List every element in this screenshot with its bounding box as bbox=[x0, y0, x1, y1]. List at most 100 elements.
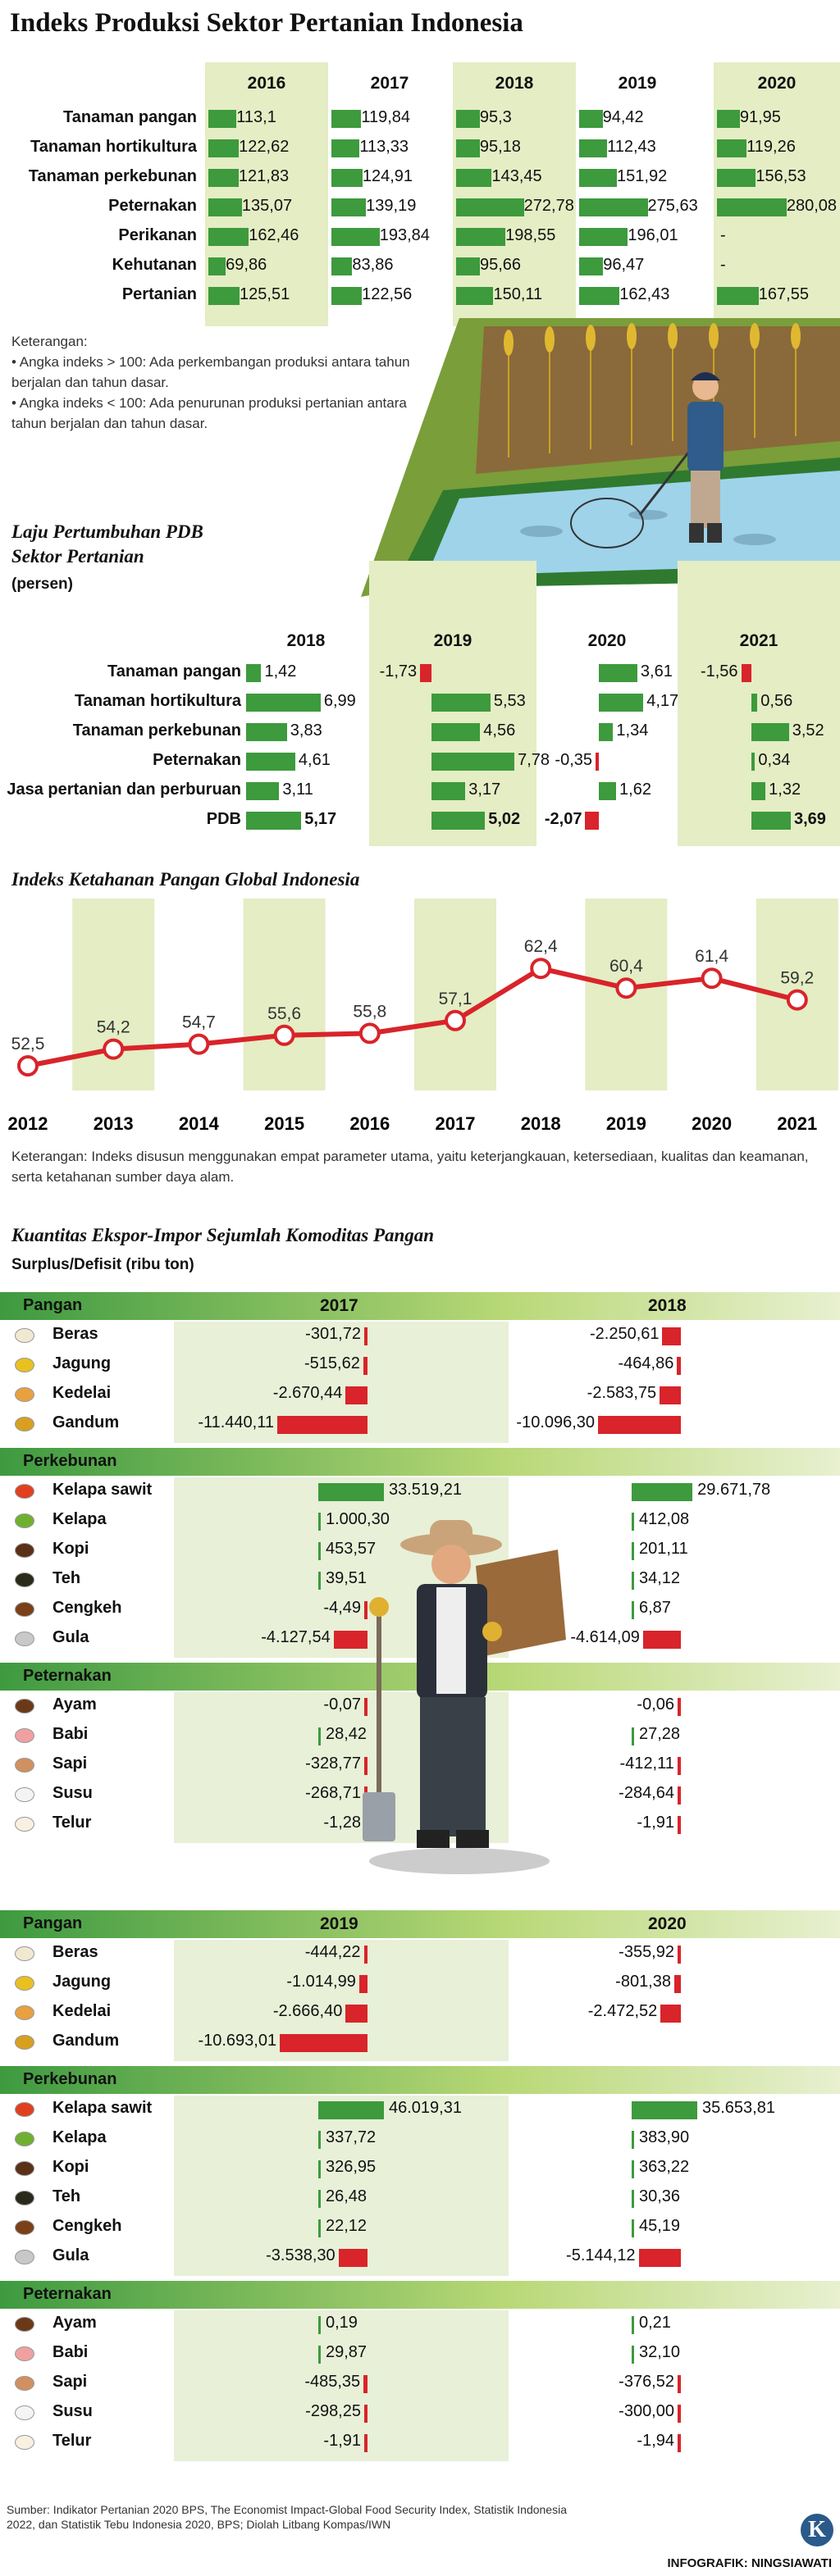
panel-shade bbox=[174, 2310, 510, 2461]
growth-bar bbox=[246, 812, 302, 830]
index-notes: Keterangan: • Angka indeks > 100: Ada pe… bbox=[11, 331, 422, 434]
ghi-point bbox=[530, 958, 552, 980]
sapi-icon bbox=[15, 1758, 34, 1773]
deficit-bar bbox=[678, 1786, 681, 1805]
cengkeh-icon bbox=[15, 2220, 34, 2235]
section-bar: Pangan bbox=[0, 1292, 840, 1320]
index-value: 94,42 bbox=[602, 108, 644, 126]
section-bar: Pangan bbox=[0, 1910, 840, 1938]
index-bar bbox=[456, 169, 492, 187]
index-bar bbox=[456, 110, 480, 128]
deficit-value: -0,07 bbox=[323, 1695, 361, 1714]
ghi-point bbox=[358, 1022, 381, 1045]
index-value: 280,08 bbox=[786, 197, 838, 215]
index-bar bbox=[579, 257, 604, 275]
commodity-label: Ayam bbox=[52, 1695, 97, 1714]
deficit-bar bbox=[364, 1757, 368, 1775]
trade-year-header: 2017 bbox=[320, 1296, 358, 1315]
surplus-bar bbox=[318, 1572, 321, 1590]
index-bar bbox=[717, 169, 756, 187]
growth-bar bbox=[599, 664, 637, 682]
ghi-point bbox=[103, 1038, 125, 1060]
surplus-value: 383,90 bbox=[639, 2128, 690, 2146]
index-bar bbox=[456, 287, 494, 305]
growth-value: 5,02 bbox=[488, 810, 521, 828]
jagung-icon bbox=[15, 1358, 34, 1372]
growth-bar bbox=[431, 723, 481, 741]
deficit-bar bbox=[677, 1757, 681, 1775]
index-value: 139,19 bbox=[366, 197, 417, 215]
growth-value: 3,69 bbox=[793, 810, 826, 828]
trade-year-header: 2020 bbox=[648, 1914, 687, 1933]
surplus-value: 33.519,21 bbox=[389, 1481, 462, 1499]
deficit-bar bbox=[662, 1327, 681, 1345]
source-note: Sumber: Indikator Pertanian 2020 BPS, Th… bbox=[7, 2503, 567, 2531]
surplus-bar bbox=[318, 2101, 384, 2119]
deficit-bar bbox=[660, 2005, 681, 2023]
beras-icon bbox=[15, 1328, 34, 1343]
deficit-bar bbox=[364, 2434, 368, 2452]
beras-icon bbox=[15, 1946, 34, 1961]
commodity-label: Gula bbox=[52, 1628, 89, 1646]
ayam-icon bbox=[15, 2317, 34, 2332]
growth-bar-negative bbox=[420, 664, 431, 682]
commodity-label: Kelapa sawit bbox=[52, 2099, 153, 2117]
deficit-bar bbox=[678, 2375, 681, 2393]
index-value: 272,78 bbox=[523, 197, 574, 215]
growth-bar bbox=[246, 664, 262, 682]
growth-value: 5,17 bbox=[304, 810, 337, 828]
index-bar bbox=[579, 287, 620, 305]
commodity-label: Beras bbox=[52, 1943, 98, 1961]
year-band bbox=[243, 899, 326, 1090]
deficit-value: -328,77 bbox=[305, 1755, 361, 1773]
page-title: Indeks Produksi Sektor Pertanian Indones… bbox=[10, 8, 523, 38]
ghi-data-label: 55,6 bbox=[267, 1004, 301, 1023]
index-bar bbox=[331, 228, 380, 246]
index-value: 124,91 bbox=[362, 167, 413, 185]
babi-icon bbox=[15, 1728, 34, 1743]
surplus-bar bbox=[632, 2346, 634, 2364]
ghi-line-chart: 52,5 2012 54,2 2013 54,7 2014 55,6 2015 55,8 2016… bbox=[8, 899, 838, 1134]
year-header: 2019 bbox=[433, 631, 472, 650]
ghi-chart-title: Indeks Ketahanan Pangan Global Indonesia bbox=[11, 869, 360, 890]
growth-value: 6,99 bbox=[323, 692, 356, 710]
growth-bar-negative bbox=[596, 753, 599, 771]
deficit-bar bbox=[678, 2434, 681, 2452]
deficit-value: -1,28 bbox=[323, 1814, 361, 1832]
surplus-bar bbox=[318, 2219, 321, 2237]
surplus-value: 27,28 bbox=[639, 1725, 681, 1743]
index-value: 151,92 bbox=[617, 167, 668, 185]
commodity-label: Babi bbox=[52, 2343, 89, 2361]
deficit-bar bbox=[660, 1386, 681, 1404]
row-label: Tanaman pangan bbox=[63, 108, 197, 126]
index-bar bbox=[331, 110, 362, 128]
index-bar bbox=[208, 257, 226, 275]
year-header: 2018 bbox=[286, 631, 326, 650]
deficit-value: -2.472,52 bbox=[587, 2002, 658, 2020]
deficit-bar bbox=[678, 1816, 681, 1834]
commodity-label: Beras bbox=[52, 1325, 98, 1343]
trade-title: Kuantitas Ekspor-Impor Sejumlah Komodita… bbox=[11, 1225, 435, 1245]
deficit-value: -485,35 bbox=[304, 2373, 361, 2391]
ghi-note: Keterangan: Indeks disusun menggunakan e… bbox=[11, 1149, 809, 1185]
surplus-value: 35.653,81 bbox=[702, 2099, 775, 2117]
index-value: 162,46 bbox=[249, 226, 299, 244]
commodity-label: Babi bbox=[52, 1725, 89, 1743]
ghi-data-label: 59,2 bbox=[780, 969, 814, 988]
surplus-value: 326,95 bbox=[326, 2158, 377, 2176]
commodity-label: Ayam bbox=[52, 2314, 97, 2332]
row-label: Peternakan bbox=[108, 197, 197, 215]
cengkeh-icon bbox=[15, 1602, 34, 1617]
deficit-value: -5.144,12 bbox=[566, 2246, 636, 2264]
trade-unit: Surplus/Defisit (ribu ton) bbox=[11, 1256, 194, 1273]
year-column-band bbox=[714, 62, 840, 326]
index-value: 96,47 bbox=[603, 256, 645, 274]
deficit-bar bbox=[333, 1631, 368, 1649]
kelapa-icon bbox=[15, 1513, 34, 1528]
deficit-bar bbox=[677, 1357, 681, 1375]
index-bar bbox=[456, 198, 524, 216]
index-value: 95,18 bbox=[479, 138, 521, 156]
section-label: Pangan bbox=[23, 1296, 83, 1314]
pdb-title-2: Sektor Pertanian bbox=[11, 546, 144, 567]
ghi-x-tick: 2014 bbox=[179, 1113, 220, 1134]
